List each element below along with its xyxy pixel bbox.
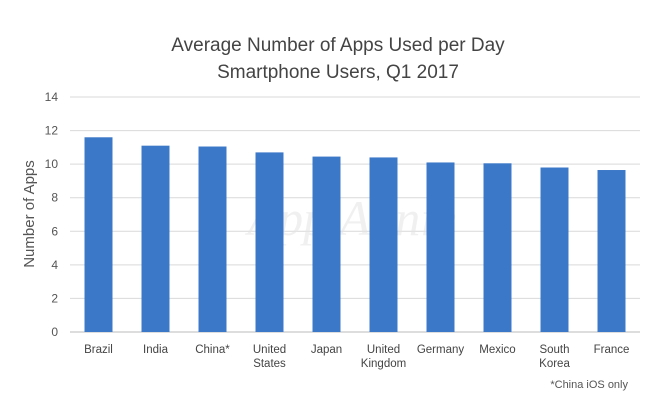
chart-subtitle: Smartphone Users, Q1 2017 xyxy=(217,62,459,83)
bar xyxy=(312,156,341,332)
footnote: *China iOS only xyxy=(550,379,628,391)
bar xyxy=(597,170,626,332)
x-tick-label: China* xyxy=(195,344,230,356)
bars xyxy=(84,137,626,332)
bar xyxy=(369,157,398,332)
x-tick-label-line: South xyxy=(539,344,569,356)
y-tick-label: 10 xyxy=(45,157,59,171)
y-tick-label: 6 xyxy=(51,224,58,238)
y-tick-label: 14 xyxy=(45,90,59,104)
y-tick-label: 0 xyxy=(51,325,58,339)
x-tick-label-line: India xyxy=(143,344,169,356)
y-tick-label: 12 xyxy=(45,124,59,138)
bar xyxy=(483,163,512,332)
bar xyxy=(255,152,284,332)
bar xyxy=(426,162,455,332)
bar xyxy=(84,137,113,332)
y-tick-label: 8 xyxy=(51,191,58,205)
bar xyxy=(540,167,569,332)
x-tick-label-line: China* xyxy=(195,344,230,356)
y-axis-label: Number of Apps xyxy=(21,160,38,268)
x-tick-label-line: United xyxy=(367,344,400,356)
chart-title: Average Number of Apps Used per Day xyxy=(171,35,505,56)
x-tick-label-line: Kingdom xyxy=(361,358,406,370)
x-tick-label: France xyxy=(594,344,630,356)
x-tick-label: Mexico xyxy=(479,344,515,356)
x-tick-label-line: Germany xyxy=(417,344,465,356)
x-tick-label: India xyxy=(143,344,169,356)
x-tick-label-line: Brazil xyxy=(84,344,113,356)
x-tick-label: Japan xyxy=(311,344,342,356)
x-tick-label-line: United xyxy=(253,344,286,356)
x-tick-label-line: Korea xyxy=(539,358,570,370)
y-axis-ticks: 0 2 4 6 8 10 12 14 xyxy=(45,90,59,339)
bar xyxy=(141,145,170,332)
x-tick-label-line: States xyxy=(253,358,286,370)
x-tick-label: Brazil xyxy=(84,344,113,356)
bar xyxy=(198,146,227,332)
x-tick-label: South Korea xyxy=(539,344,570,370)
y-tick-label: 4 xyxy=(51,258,58,272)
x-tick-label-line: Mexico xyxy=(479,344,515,356)
y-tick-label: 2 xyxy=(51,291,58,305)
x-tick-label-line: France xyxy=(594,344,630,356)
x-tick-label: United States xyxy=(253,344,286,370)
x-tick-label: Germany xyxy=(417,344,465,356)
x-tick-label-line: Japan xyxy=(311,344,342,356)
x-axis-ticks: Brazil India China* United States Japan United… xyxy=(84,344,629,370)
x-tick-label: United Kingdom xyxy=(361,344,406,370)
